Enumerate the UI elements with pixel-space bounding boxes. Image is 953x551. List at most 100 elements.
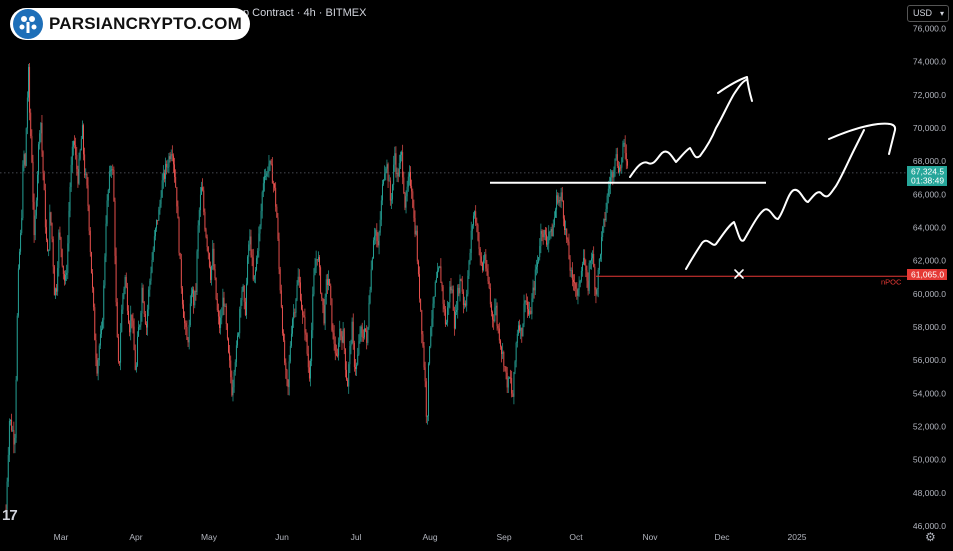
candle-body (377, 240, 379, 246)
candle-body (110, 170, 111, 172)
candle-body (352, 321, 354, 343)
candle-body (514, 361, 516, 373)
candle-body (213, 248, 215, 269)
candle-body (170, 154, 172, 160)
candle-body (312, 294, 314, 331)
candle-body (378, 232, 380, 246)
candle-body (317, 257, 319, 261)
candle-body (520, 327, 522, 331)
candle-body (364, 328, 365, 338)
candle-body (477, 224, 479, 241)
candle-body (297, 276, 299, 285)
candle-body (414, 217, 416, 235)
candle-body (60, 237, 62, 250)
candle-body (385, 168, 387, 174)
candle-body (356, 364, 358, 369)
candle-body (49, 212, 51, 250)
currency-select[interactable]: USD ▾ (907, 5, 949, 22)
candle-body (16, 315, 18, 380)
candle-body (450, 286, 452, 291)
candle-body (53, 266, 55, 296)
candle-body (233, 371, 235, 388)
candle-body (316, 259, 318, 261)
candle-body (84, 154, 86, 176)
candle-body (458, 287, 460, 294)
candle-body (438, 267, 440, 271)
candle-body (26, 97, 28, 129)
candle-body (155, 228, 156, 237)
candle-body (216, 298, 218, 311)
candle-body (46, 227, 47, 241)
candle-body (341, 336, 343, 343)
candle-body (225, 305, 227, 324)
time-axis[interactable]: Mar Apr May Jun Jul Aug Sep Oct Nov Dec 2025 (54, 532, 807, 542)
candle-body (311, 330, 313, 361)
candle-body (625, 153, 627, 162)
candle-body (547, 243, 549, 245)
candle-body (606, 195, 608, 209)
price-axis[interactable]: 76,000.0 74,000.0 72,000.0 70,000.0 68,000.0… (913, 24, 946, 531)
gear-icon[interactable]: ⚙ (925, 530, 936, 544)
candle-body (190, 293, 192, 304)
candle-body (482, 262, 483, 271)
last-price-countdown: 01:38:49 (911, 176, 944, 186)
candle-body (34, 215, 36, 236)
candle-body (576, 288, 578, 296)
tradingview-logo-icon[interactable]: 17 (2, 507, 18, 524)
candle-body (234, 362, 236, 372)
candle-body (204, 211, 206, 230)
arrow-head-1 (717, 76, 753, 102)
candle-body (259, 225, 261, 234)
candle-body (610, 177, 612, 186)
candle-body (503, 351, 505, 367)
candle-body (283, 333, 285, 341)
candle-body (255, 270, 256, 276)
candle-body (583, 257, 585, 265)
candle-body (122, 294, 124, 310)
candle-body (40, 122, 42, 134)
candle-body (134, 350, 136, 370)
candle-body (568, 241, 570, 260)
candle-body (299, 282, 301, 301)
candle-body (419, 274, 420, 299)
candle-body (556, 195, 558, 210)
candle-body (169, 156, 171, 160)
candle-body (603, 218, 605, 228)
candle-body (303, 315, 305, 318)
parsiancrypto-logo-icon (13, 9, 43, 39)
candle-body (188, 325, 190, 343)
candle-body (521, 327, 523, 337)
candle-body (343, 329, 345, 349)
candle-body (404, 193, 406, 208)
candle-body (441, 283, 443, 287)
candle-body (238, 333, 240, 336)
candle-body (196, 251, 198, 292)
candle-body (79, 150, 81, 159)
candle-body (412, 191, 414, 208)
watermark-badge: PARSIANCRYPTO.COM (10, 8, 250, 40)
npoc-price-value: 61,065.0 (911, 270, 944, 280)
candle-body (589, 260, 591, 263)
candle-body (384, 173, 386, 180)
candle-body (310, 360, 311, 379)
candle-body (63, 274, 65, 281)
candle-body (30, 112, 32, 137)
candle-body (475, 211, 477, 223)
candle-body (278, 238, 280, 270)
candle-body (415, 230, 417, 235)
candle-body (429, 346, 431, 364)
candle-body (156, 219, 158, 229)
candle-body (615, 154, 617, 159)
candle-body (337, 355, 338, 357)
candle-body (66, 272, 68, 275)
candle-body (588, 262, 590, 291)
candle-body (96, 358, 98, 374)
candle-body (237, 335, 238, 346)
candle-body (14, 437, 16, 445)
candle-body (410, 171, 411, 187)
candle-body (141, 287, 143, 314)
candle-body (467, 275, 469, 295)
candle-body (149, 280, 151, 290)
